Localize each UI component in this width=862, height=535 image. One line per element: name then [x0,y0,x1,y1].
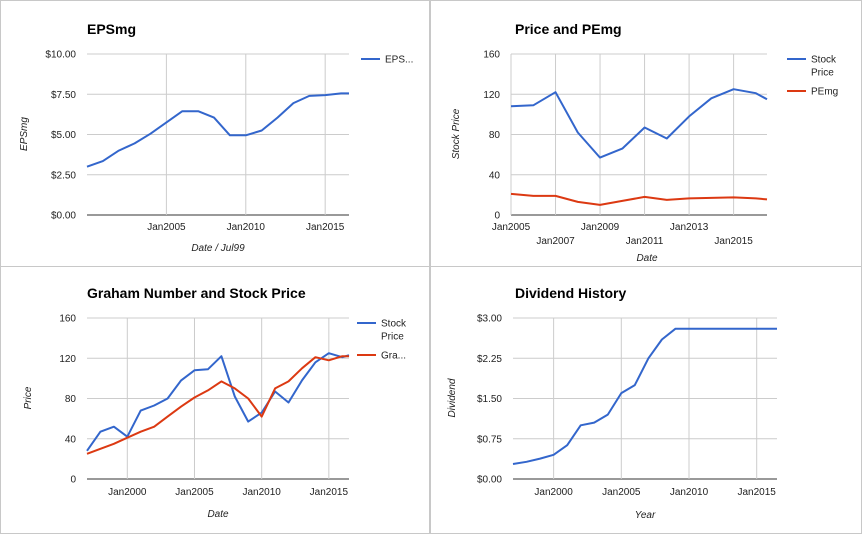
y-tick-label: 0 [494,211,500,222]
legend-label: Stock Price [381,319,407,343]
x-tick-label: Jan2015 [310,487,349,498]
y-tick-label: $1.50 [477,394,502,405]
series-line [510,192,768,206]
x-axis-title: Date [207,509,229,520]
x-tick-label: Jan2005 [175,487,214,498]
chart-svg: Dividend History $0.00 $0.75 $1.50 $2.25 $3.0… [447,285,777,521]
series-line [86,92,349,168]
y-axis-title: Dividend [447,378,458,417]
chart-panel-price-pemg: Price and PEmg 0 40 80 120 160 Jan2005 Jan2007 J… [430,0,862,267]
y-axis-title: Price [23,386,34,409]
chart-panel-dividend-history: Dividend History $0.00 $0.75 $1.50 $2.25 $3.0… [430,266,862,534]
y-tick-label: $5.00 [51,130,76,141]
x-axis-title: Date [636,253,658,264]
chart-title: Price and PEmg [515,21,622,37]
x-tick-label: Jan2010 [670,487,709,498]
chart-svg: Graham Number and Stock Price 0 40 80 120 160… [23,285,407,520]
y-tick-label: $3.00 [477,314,502,325]
y-tick-label: 160 [483,50,500,61]
y-axis-title: Stock Price [451,108,462,159]
x-tick-label: Jan2015 [714,236,753,247]
x-tick-label: Jan2013 [670,222,709,233]
y-tick-label: 80 [489,130,501,141]
y-tick-label: 0 [70,475,76,486]
x-tick-label: Jan2011 [626,236,664,247]
y-axis-title: EPSmg [19,117,30,151]
x-tick-label: Jan2015 [306,222,345,233]
x-tick-label: Jan2007 [536,236,575,247]
chart-svg: EPSmg $0.00 $2.50 $5.00 $7.50 $10.00 Jan2005 Ja… [19,21,413,254]
y-tick-label: $2.25 [477,354,502,365]
x-axis-title: Year [635,510,656,521]
x-tick-label: Jan2000 [108,487,147,498]
series-line [86,352,350,452]
y-tick-label: 40 [489,170,501,181]
y-tick-label: $0.00 [477,475,502,486]
x-tick-label: Jan2015 [738,487,777,498]
legend-label: Stock Price [811,55,837,79]
chart-panel-graham-number: Graham Number and Stock Price 0 40 80 120 160… [0,266,430,534]
y-tick-label: 120 [483,90,500,101]
series-line [512,327,777,465]
y-tick-label: $0.75 [477,434,502,445]
chart-title: EPSmg [87,21,136,37]
x-tick-label: Jan2005 [492,222,531,233]
legend-label: EPS... [385,55,413,66]
x-tick-label: Jan2009 [581,222,620,233]
y-tick-label: 40 [65,434,77,445]
x-tick-label: Jan2010 [227,222,266,233]
x-tick-label: Jan2005 [602,487,641,498]
x-tick-label: Jan2010 [242,487,281,498]
series-line [86,355,349,455]
y-tick-label: $10.00 [45,50,76,61]
y-tick-label: $7.50 [51,90,76,101]
y-tick-label: 80 [65,394,77,405]
chart-svg: Price and PEmg 0 40 80 120 160 Jan2005 Jan2007 J… [451,21,838,264]
legend-label: Gra... [381,351,406,362]
chart-title: Dividend History [515,285,626,301]
series-line [510,88,768,159]
y-tick-label: 120 [59,354,76,365]
chart-panel-epsmg: EPSmg $0.00 $2.50 $5.00 $7.50 $10.00 Jan2005 Ja… [0,0,430,267]
y-tick-label: $0.00 [51,211,76,222]
chart-title: Graham Number and Stock Price [87,285,306,301]
x-tick-label: Jan2005 [147,222,186,233]
x-tick-label: Jan2000 [534,487,573,498]
y-tick-label: 160 [59,314,76,325]
x-axis-title: Date / Jul99 [191,243,245,254]
y-tick-label: $2.50 [51,170,76,181]
legend-label: PEmg [811,87,838,98]
